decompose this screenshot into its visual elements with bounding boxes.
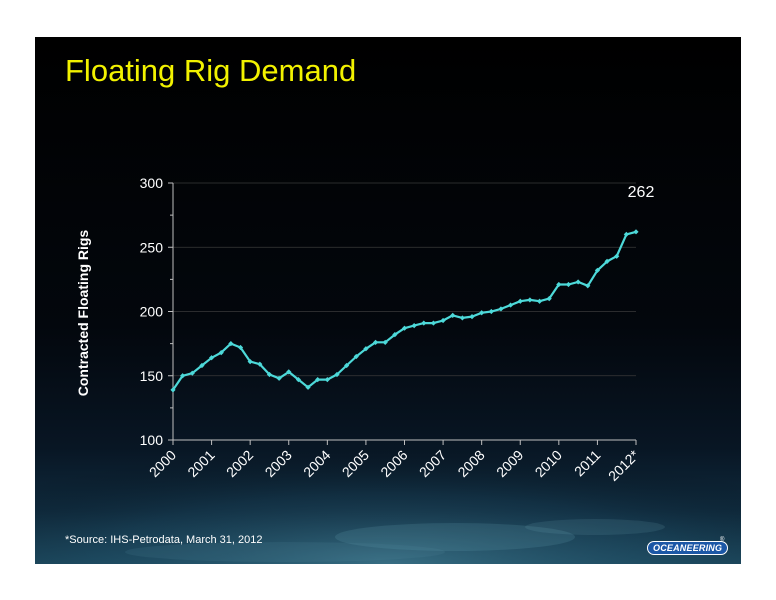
data-point [411, 323, 417, 329]
data-point [170, 387, 176, 393]
data-point [517, 298, 523, 304]
data-point [450, 312, 456, 318]
x-tick-label: 2005 [339, 447, 372, 480]
grid-lines [173, 182, 636, 377]
data-point [199, 362, 205, 369]
data-point [633, 229, 639, 235]
data-point [440, 317, 446, 324]
data-point [604, 258, 610, 264]
data-point [527, 297, 533, 303]
y-tick-label: 150 [140, 368, 164, 384]
data-point [508, 302, 514, 308]
data-point [208, 355, 215, 361]
data-point [286, 369, 292, 375]
x-tick-label: 2012* [605, 446, 643, 484]
data-point [479, 310, 485, 316]
data-point [324, 377, 330, 383]
data-point [247, 359, 253, 365]
data-point [392, 332, 398, 338]
x-tick-label: 2011 [571, 447, 604, 480]
annotations: 262 [628, 184, 655, 201]
x-tick-labels: 2000 2001 2002 2003 2004 2005 2006 2007 2008 2009… [146, 446, 643, 484]
x-tick-label: 2006 [377, 447, 410, 480]
x-tick-label: 2000 [146, 447, 179, 480]
source-note: *Source: IHS-Petrodata, March 31, 2012 [65, 534, 263, 546]
y-tick-label: 250 [140, 239, 164, 255]
data-point [556, 281, 562, 288]
series-path [172, 230, 637, 391]
x-tick-label: 2002 [223, 447, 256, 480]
registered-mark: ® [720, 537, 725, 543]
y-tick-label: 300 [140, 175, 164, 191]
data-point [421, 320, 427, 326]
data-point [401, 325, 408, 331]
data-point [488, 308, 494, 315]
data-point [575, 279, 581, 285]
data-point [315, 377, 321, 383]
x-tick-label: 2010 [532, 447, 565, 480]
data-point [237, 344, 244, 351]
seabed-texture [35, 397, 741, 564]
data-point [266, 371, 273, 378]
data-point [295, 377, 301, 383]
data-point [623, 231, 629, 237]
data-point [372, 339, 379, 345]
slide-title: Floating Rig Demand [65, 53, 357, 88]
series-line [172, 230, 637, 391]
data-point [353, 353, 359, 360]
data-point [228, 341, 234, 347]
data-point [257, 361, 263, 367]
data-point [536, 298, 543, 304]
data-point [546, 296, 552, 302]
data-point [594, 267, 601, 273]
x-tick-label: 2008 [454, 447, 487, 480]
data-points [170, 229, 639, 393]
data-point [305, 384, 311, 390]
data-point [459, 315, 465, 321]
x-tick-label: 2004 [300, 447, 333, 480]
slide-background: Floating Rig Demand Contracted Floating … [35, 37, 741, 564]
y-tick-labels: 100 150 200 250 300 [140, 175, 164, 448]
data-point [382, 339, 388, 345]
line-chart: 100 150 200 250 300 2000 2001 2002 2003 2004 2005… [140, 175, 655, 484]
y-tick-label: 200 [140, 304, 164, 320]
oceaneering-logo: OCEANEERING [647, 541, 729, 555]
x-tick-label: 2009 [493, 447, 526, 480]
data-point [469, 314, 475, 320]
data-point [498, 306, 504, 312]
data-point [344, 362, 350, 369]
axes [168, 182, 637, 445]
x-tick-label: 2001 [184, 447, 217, 480]
x-tick-label: 2003 [262, 447, 295, 480]
y-tick-label: 100 [140, 432, 164, 448]
data-point [565, 281, 572, 288]
data-point [430, 320, 437, 326]
data-point [180, 373, 186, 379]
x-tick-label: 2007 [416, 447, 449, 480]
data-point [218, 350, 224, 356]
data-point [189, 370, 195, 376]
annotation-label: 262 [628, 184, 655, 201]
data-point [334, 371, 340, 378]
data-point [585, 283, 591, 289]
data-point [363, 346, 369, 352]
